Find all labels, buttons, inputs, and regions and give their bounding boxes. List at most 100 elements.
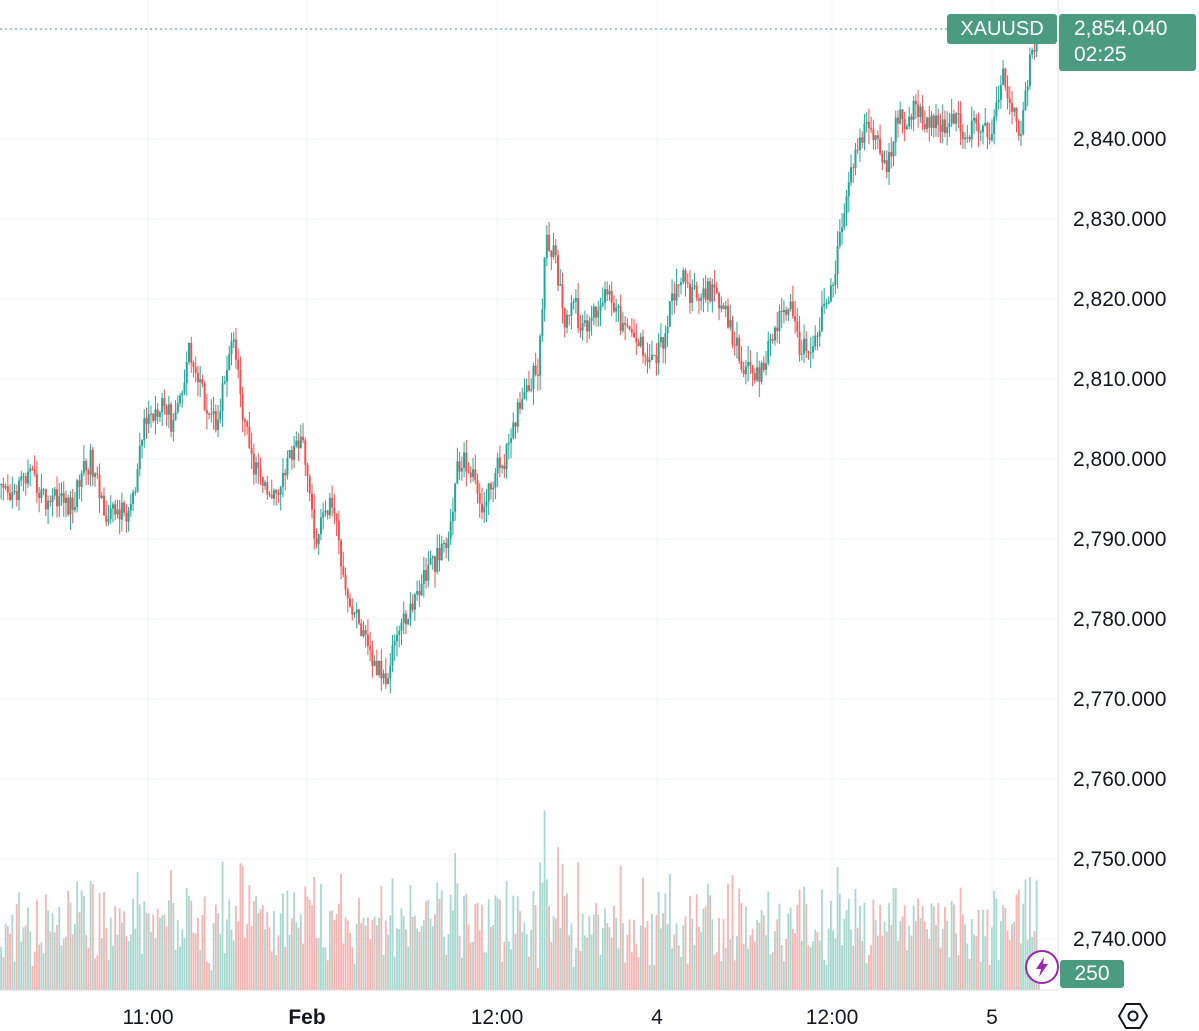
volume-bar [286,890,289,990]
volume-bar [226,919,228,990]
candle-body [570,303,573,316]
candle-body [608,290,611,295]
volume-bar [87,947,90,990]
volume-bar [975,935,978,990]
volume-bar [36,899,38,990]
volume-bar [789,907,792,990]
volume-bar [389,915,392,990]
candle-body [434,556,437,572]
volume-bar [592,914,595,990]
volume-bar [375,925,378,990]
volume-bar [313,876,316,990]
volume-bar [888,903,890,990]
volume-bar [791,928,794,990]
volume-bar [147,913,150,990]
candle-body [579,327,582,331]
volume-bar [384,920,387,990]
candle-body [147,414,150,424]
candle-body [744,366,747,375]
volume-bar [736,935,738,990]
volume-bar [418,931,421,990]
candle-body [816,335,819,337]
volume-bar [18,892,20,990]
volume-bar [821,889,823,990]
volume-bar [1002,905,1004,990]
volume-bar [290,918,293,990]
volume-bar [427,900,430,990]
candle-body [758,367,761,382]
candle-body [487,483,490,502]
candle-body [771,339,774,341]
candle-body [248,426,251,449]
volume-bar [161,915,164,990]
settings-icon[interactable] [1118,1003,1148,1029]
candle-body [496,457,499,474]
candle-body [44,489,47,510]
volume-bar [255,896,257,990]
candle-body [543,257,546,310]
candle-body [787,308,790,315]
candle-body [760,362,763,382]
lightning-icon[interactable] [1025,950,1059,984]
volume-bar [566,893,568,990]
candle-body [939,124,942,132]
candle-body [861,137,864,143]
volume-bar [606,923,609,990]
candle-body [302,436,305,441]
candle-body [185,361,188,383]
candle-body [111,504,114,509]
volume-bar [2,957,5,990]
candle-body [351,606,354,615]
x-tick-label: 12:00 [470,1006,524,1029]
candle-body [145,418,148,424]
volume-bar [901,916,904,990]
candle-body [561,284,564,309]
candle-body [637,341,640,347]
volume-bar [445,954,448,990]
candle-body [64,497,67,503]
candle-body [297,440,300,449]
volume-bar [890,924,893,990]
volume-bar [615,918,618,990]
candle-body [324,510,327,513]
volume-bar [601,927,604,990]
volume-bar [337,903,340,990]
candle-body [98,474,101,498]
candle-body [536,374,539,376]
candle-body [930,115,933,128]
candle-body [243,419,246,422]
candle-body [825,303,828,305]
candle-body [328,497,331,516]
volume-bar [702,908,705,990]
volume-bar [199,949,202,990]
volume-bar [626,934,629,990]
candle-body [731,320,734,345]
volume-bar [467,924,470,990]
y-tick-label: 2,740.000 [1073,928,1167,951]
volume-bar [387,934,389,990]
volume-bar [373,916,376,990]
candle-body [420,584,423,596]
volume-bar [273,911,275,990]
candle-body [1026,86,1029,91]
candle-body [400,622,403,631]
volume-bar [156,908,159,990]
volume-bar [539,862,542,990]
volume-bar [154,938,157,990]
y-tick-label: 2,790.000 [1073,528,1167,551]
volume-bar [751,928,754,990]
candle-body [993,116,996,134]
candle-body [308,476,311,494]
candle-body [910,116,913,120]
candle-body [762,362,765,370]
candle-body [740,360,743,370]
volume-bar [541,882,544,990]
candle-body [1008,98,1011,104]
candle-body [832,285,835,287]
volume-bar [597,914,600,990]
volume-bar [868,955,870,990]
volume-bar [402,916,405,990]
volume-bar [501,961,504,990]
candle-body [205,409,208,414]
